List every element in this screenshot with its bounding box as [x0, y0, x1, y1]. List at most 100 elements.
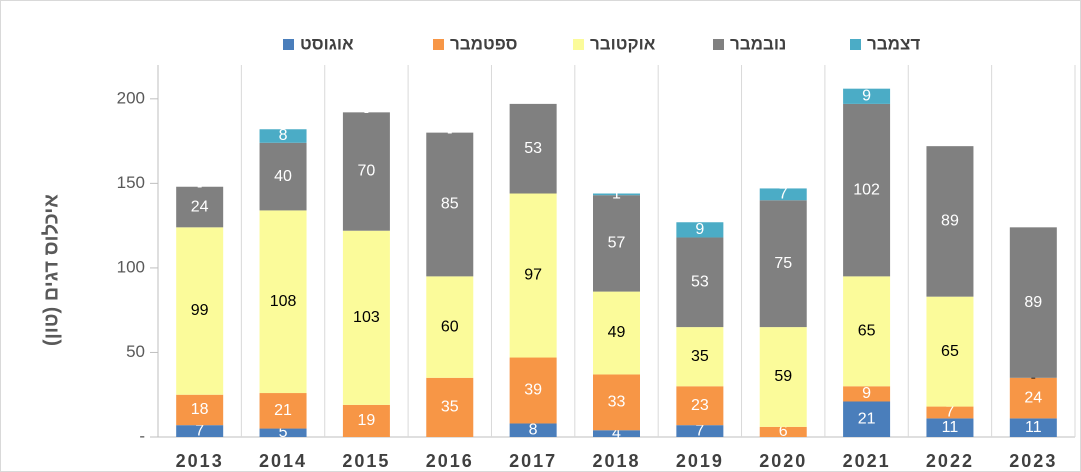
data-label: 39 [524, 382, 542, 399]
bar-segment [759, 426, 807, 437]
data-label: 102 [853, 181, 880, 198]
y-tick-label: 50 [126, 342, 145, 361]
data-label: 9 [862, 88, 871, 105]
data-label: 8 [279, 127, 288, 144]
bar-segment [176, 394, 224, 426]
y-axis-title: איכלוס דגים (טון) [40, 194, 62, 346]
data-label: 5 [279, 424, 288, 441]
data-label: 35 [691, 348, 709, 365]
bar-segment [843, 88, 891, 104]
bar-segment [593, 374, 640, 431]
data-label: 89 [941, 213, 959, 230]
bar-segment [259, 428, 307, 437]
bar-segment [426, 276, 474, 378]
bar-segment [509, 423, 557, 437]
legend-label: ספטמבר [450, 34, 518, 53]
data-label: 23 [691, 397, 709, 414]
data-label: 53 [691, 274, 709, 291]
bar-segment [259, 142, 307, 211]
data-label: 24 [191, 198, 209, 215]
data-label: 59 [774, 368, 792, 385]
bar-segment [676, 386, 724, 426]
bar-segment [843, 386, 891, 402]
bar-segment [676, 222, 724, 238]
bar-segment [1009, 418, 1057, 437]
y-tick-label: - [139, 426, 145, 445]
data-label: 19 [358, 412, 376, 429]
data-label: 65 [858, 323, 876, 340]
data-label: 9 [862, 385, 871, 402]
bar-segment [342, 112, 390, 231]
bar-segment [176, 227, 224, 395]
data-label: 97 [524, 267, 542, 284]
data-label: 35 [441, 399, 459, 416]
bar-segment [509, 103, 557, 194]
x-tick-label: 2020 [759, 451, 807, 471]
data-label: 24 [1024, 389, 1042, 406]
data-label: 11 [942, 419, 959, 436]
data-label: 1 [612, 186, 621, 203]
y-tick-label: 200 [117, 88, 145, 107]
data-label: - [197, 178, 202, 195]
data-label: 18 [191, 401, 209, 418]
bar-segment [676, 237, 724, 328]
data-label: 70 [358, 163, 376, 180]
data-label: - [447, 124, 452, 141]
data-label: 7 [946, 404, 955, 421]
bar-segment [843, 103, 891, 277]
bar-segment [926, 296, 974, 407]
x-tick-label: 2016 [426, 451, 474, 471]
bar-segment [176, 425, 224, 437]
bar-segment [676, 327, 724, 387]
x-tick-label: 2018 [592, 451, 640, 471]
bar-segment [593, 195, 640, 292]
data-label: 103 [353, 309, 380, 326]
data-label: 60 [441, 318, 459, 335]
data-label: 33 [608, 394, 626, 411]
bar-segment [259, 129, 307, 143]
data-label: 75 [774, 255, 792, 272]
bar-segment [509, 357, 557, 424]
legend-swatch [283, 39, 294, 50]
data-label: 21 [274, 402, 292, 419]
bar-segment [426, 132, 474, 277]
data-label: 53 [524, 140, 542, 157]
bar-segment [676, 425, 724, 437]
data-label: 89 [1024, 294, 1042, 311]
data-label: 21 [858, 410, 876, 427]
data-label: 9 [695, 221, 704, 238]
x-tick-label: 2022 [926, 451, 974, 471]
x-tick-label: 2013 [176, 451, 224, 471]
data-label: 57 [608, 235, 626, 252]
x-tick-label: 2014 [259, 451, 307, 471]
bar-segment [926, 146, 974, 297]
bar-segment [342, 230, 390, 405]
bar-segment [426, 377, 474, 437]
x-tick-label: 2023 [1009, 451, 1057, 471]
legend-swatch [573, 39, 584, 50]
legend-swatch [433, 39, 444, 50]
bar-segment [843, 401, 891, 437]
bar-segment [259, 393, 307, 429]
x-tick-label: 2015 [342, 451, 390, 471]
data-label: 11 [1025, 419, 1042, 436]
x-tick-label: 2021 [843, 451, 891, 471]
bar-segment [342, 404, 390, 437]
legend-label: דצמבר [867, 34, 920, 53]
data-label: 65 [941, 343, 959, 360]
legend-label: אוקטובר [590, 34, 656, 53]
data-label: 6 [779, 423, 788, 440]
data-label: 8 [529, 421, 538, 438]
x-tick-label: 2019 [676, 451, 724, 471]
bar-segment [759, 188, 807, 201]
bar-segment [259, 210, 307, 394]
data-label: - [364, 104, 369, 121]
bar-segment [593, 291, 640, 375]
data-label: 40 [274, 168, 292, 185]
bar-segment [1009, 227, 1057, 378]
bar-segment [759, 200, 807, 328]
bar-segment [176, 186, 224, 228]
data-label: 108 [270, 293, 297, 310]
bar-segment [593, 430, 640, 437]
